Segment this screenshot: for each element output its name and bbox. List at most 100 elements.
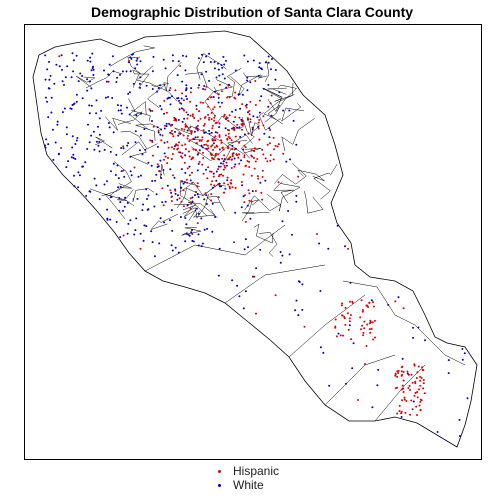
hispanic-dot	[171, 133, 174, 135]
tract-boundary	[147, 83, 166, 109]
hispanic-dot	[191, 233, 194, 235]
white-dot	[238, 295, 241, 298]
tract-boundary	[75, 75, 96, 88]
white-dot	[205, 203, 208, 205]
white-dot	[412, 336, 414, 339]
hispanic-dot	[210, 170, 213, 173]
white-dot	[337, 332, 340, 335]
hispanic-dot	[234, 91, 237, 94]
hispanic-dot	[177, 144, 179, 147]
tract-boundary	[374, 364, 426, 422]
hispanic-dot	[221, 90, 223, 93]
white-dot	[218, 247, 221, 250]
white-dot	[75, 54, 78, 57]
hispanic-dot	[244, 104, 247, 107]
hispanic-dot	[185, 111, 188, 114]
white-dot	[184, 69, 187, 72]
hispanic-dot	[228, 114, 231, 117]
hispanic-dot	[242, 123, 245, 126]
white-dot	[198, 84, 201, 87]
white-dot	[246, 79, 249, 82]
hispanic-dot	[228, 129, 231, 132]
white-dot	[137, 175, 140, 178]
tract-boundary	[226, 68, 242, 97]
hispanic-dot	[167, 146, 170, 149]
hispanic-dot	[217, 157, 219, 160]
hispanic-dot	[409, 413, 412, 416]
white-dot	[79, 72, 82, 75]
hispanic-dot	[171, 146, 173, 149]
tract-boundary	[105, 116, 132, 131]
white-dot	[76, 137, 79, 139]
white-dot	[171, 95, 173, 98]
hispanic-dot	[189, 114, 192, 117]
white-dot	[107, 96, 109, 98]
white-dot	[77, 186, 80, 189]
hispanic-dot	[243, 194, 246, 197]
hispanic-dot	[210, 112, 213, 114]
hispanic-dot	[366, 323, 369, 326]
hispanic-dot	[403, 398, 406, 401]
white-dot	[147, 208, 150, 211]
white-dot	[270, 68, 272, 71]
white-dot	[140, 174, 142, 177]
white-dot	[197, 196, 200, 198]
white-dot	[49, 74, 52, 77]
hispanic-dot	[401, 365, 404, 368]
white-dot	[126, 144, 129, 147]
hispanic-dot	[171, 153, 174, 155]
white-dot	[211, 186, 214, 189]
tract-boundary	[330, 164, 338, 176]
white-dot	[120, 147, 123, 149]
hispanic-dot	[367, 306, 370, 308]
white-dot	[44, 144, 47, 147]
white-dot	[226, 179, 229, 182]
legend-white-dot	[218, 483, 221, 487]
white-dot	[112, 162, 115, 165]
white-dot	[251, 128, 254, 131]
white-dot	[168, 219, 171, 222]
hispanic-dot	[254, 80, 257, 82]
white-dot	[111, 55, 114, 58]
white-dot	[105, 80, 108, 83]
hispanic-dot	[222, 148, 225, 151]
hispanic-dot	[226, 96, 229, 99]
white-dot	[256, 116, 259, 119]
hispanic-dot	[414, 392, 417, 394]
hispanic-dot	[254, 104, 257, 106]
hispanic-dot	[160, 139, 163, 142]
white-dot	[183, 117, 186, 120]
white-dot	[461, 358, 464, 361]
white-dot	[48, 87, 51, 90]
white-dot	[288, 253, 291, 256]
white-dot	[126, 232, 129, 235]
tract-boundary	[120, 131, 158, 150]
white-dot	[191, 229, 193, 231]
tract-boundary	[281, 118, 315, 152]
white-dot	[234, 163, 237, 166]
white-dot	[126, 106, 128, 109]
hispanic-dot	[151, 141, 154, 143]
white-dot	[118, 197, 121, 199]
white-dot	[92, 74, 95, 76]
white-dot	[88, 141, 91, 144]
white-dot	[72, 70, 75, 73]
hispanic-dot	[349, 314, 352, 316]
white-dot	[194, 194, 196, 197]
white-dot	[289, 158, 291, 161]
hispanic-dot	[248, 166, 251, 168]
hispanic-dot	[252, 157, 255, 159]
legend-label-hispanic: Hispanic	[233, 464, 280, 478]
hispanic-dot	[371, 321, 374, 324]
hispanic-dot	[207, 113, 210, 116]
white-dot	[73, 185, 76, 188]
white-dot	[281, 254, 284, 257]
tract-boundary	[160, 164, 165, 179]
white-dot	[100, 109, 103, 112]
hispanic-dot	[401, 373, 403, 376]
hispanic-dot	[151, 110, 154, 112]
hispanic-dot	[248, 109, 251, 112]
hispanic-dot	[251, 126, 254, 129]
hispanic-dot	[202, 172, 205, 175]
white-dot	[147, 194, 150, 197]
